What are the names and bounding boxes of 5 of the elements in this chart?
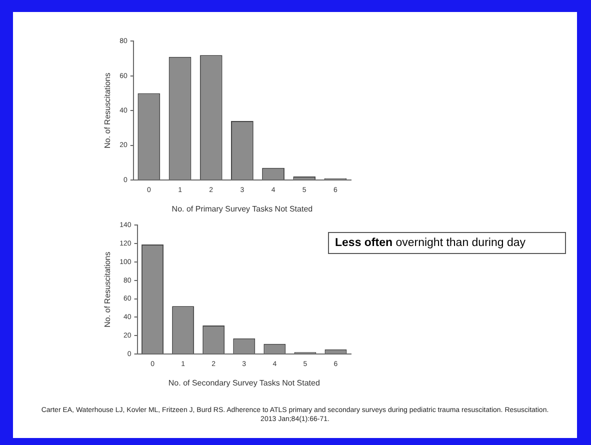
y-axis-title: No. of Resuscitations — [103, 72, 112, 148]
x-axis-title: No. of Secondary Survey Tasks Not Stated — [168, 378, 320, 388]
annotation: Less often overnight than during day — [328, 232, 566, 254]
y-axis-title: No. of Resuscitations — [103, 252, 112, 328]
x-axis-title: No. of Primary Survey Tasks Not Stated — [172, 204, 313, 214]
